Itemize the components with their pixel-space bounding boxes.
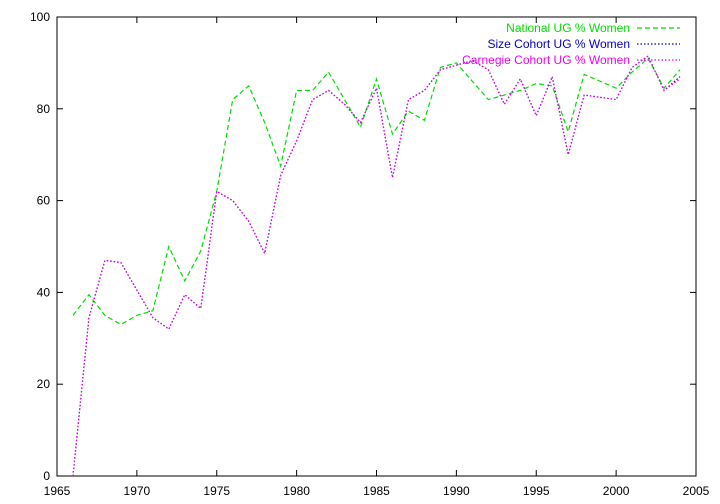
x-tick-label: 1975 — [203, 484, 230, 498]
axes — [56, 16, 697, 477]
y-tick-label: 100 — [30, 10, 50, 24]
legend-label: Size Cohort UG % Women — [488, 37, 631, 51]
series-line-1 — [72, 57, 681, 326]
legend: National UG % Women Size Cohort UG % Wome… — [462, 21, 680, 67]
y-tick-label: 60 — [37, 194, 51, 208]
legend-label: Carnegie Cohort UG % Women — [462, 53, 630, 67]
y-tick-label: 20 — [37, 377, 51, 391]
x-tick-label: 1965 — [44, 484, 71, 498]
y-tick-label: 0 — [43, 469, 50, 483]
y-tick-label: 80 — [37, 102, 51, 116]
legend-label: National UG % Women — [506, 21, 630, 35]
y-tick-label: 40 — [37, 285, 51, 299]
x-tick-label: 2000 — [603, 484, 630, 498]
x-tick-label: 2005 — [683, 484, 710, 498]
series-lines — [72, 55, 681, 477]
plot-frame — [56, 16, 697, 477]
tick-labels: 1965 1970 1975 1980 1985 1990 1995 2000 2005 0 20 4… — [30, 10, 710, 498]
x-tick-label: 1990 — [443, 484, 470, 498]
x-tick-label: 1980 — [283, 484, 310, 498]
series-line-3 — [72, 55, 681, 477]
x-tick-label: 1985 — [363, 484, 390, 498]
x-tick-label: 1995 — [523, 484, 550, 498]
x-tick-label: 1970 — [124, 484, 151, 498]
series-line-2 — [72, 55, 681, 477]
tick-marks — [56, 16, 697, 477]
